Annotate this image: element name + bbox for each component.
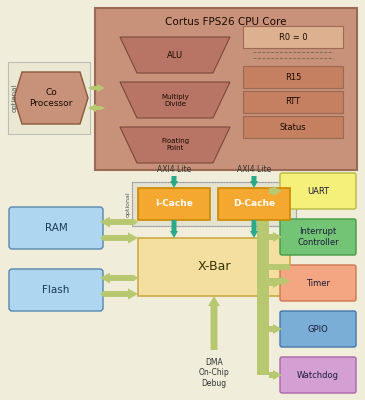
Text: I-Cache: I-Cache bbox=[155, 200, 193, 208]
Text: Flash: Flash bbox=[42, 285, 70, 295]
FancyBboxPatch shape bbox=[280, 219, 356, 255]
Text: optional: optional bbox=[12, 84, 18, 112]
Polygon shape bbox=[100, 232, 138, 244]
Text: X-Bar: X-Bar bbox=[197, 260, 231, 274]
FancyBboxPatch shape bbox=[280, 357, 356, 393]
Text: Floating
Point: Floating Point bbox=[161, 138, 189, 152]
Text: Watchdog: Watchdog bbox=[297, 370, 339, 380]
Text: Interrupt
Controller: Interrupt Controller bbox=[297, 227, 339, 247]
Polygon shape bbox=[88, 104, 105, 112]
Bar bbox=[243, 26, 343, 48]
Polygon shape bbox=[120, 82, 230, 118]
FancyBboxPatch shape bbox=[280, 265, 356, 301]
Polygon shape bbox=[208, 296, 220, 350]
Text: Status: Status bbox=[280, 122, 306, 132]
Text: Co
Processor: Co Processor bbox=[29, 88, 73, 108]
FancyBboxPatch shape bbox=[9, 269, 103, 311]
Polygon shape bbox=[120, 127, 230, 163]
Text: D-Cache: D-Cache bbox=[233, 200, 275, 208]
Bar bbox=[243, 116, 343, 138]
Bar bbox=[132, 182, 296, 226]
Text: R0 = 0: R0 = 0 bbox=[279, 32, 307, 42]
FancyBboxPatch shape bbox=[280, 311, 356, 347]
Polygon shape bbox=[269, 278, 282, 288]
Text: RAM: RAM bbox=[45, 223, 68, 233]
Text: optional: optional bbox=[126, 191, 131, 217]
FancyBboxPatch shape bbox=[9, 207, 103, 249]
Polygon shape bbox=[100, 288, 138, 300]
Text: ALU: ALU bbox=[167, 50, 183, 60]
Text: UART: UART bbox=[307, 186, 329, 196]
Bar bbox=[132, 182, 296, 226]
Polygon shape bbox=[170, 176, 178, 188]
FancyBboxPatch shape bbox=[280, 173, 356, 209]
Polygon shape bbox=[88, 84, 105, 92]
Bar bbox=[243, 66, 343, 88]
Bar bbox=[218, 188, 290, 220]
Bar bbox=[257, 191, 269, 375]
Polygon shape bbox=[100, 216, 138, 228]
Bar bbox=[8, 62, 90, 134]
Text: Multiply
Divide: Multiply Divide bbox=[161, 94, 189, 106]
Polygon shape bbox=[100, 272, 138, 284]
Polygon shape bbox=[250, 220, 258, 238]
Text: GPIO: GPIO bbox=[308, 324, 328, 334]
Text: Cortus FPS26 CPU Core: Cortus FPS26 CPU Core bbox=[165, 17, 287, 27]
Text: DMA
On-Chip
Debug: DMA On-Chip Debug bbox=[199, 358, 229, 388]
Polygon shape bbox=[14, 72, 88, 124]
Polygon shape bbox=[269, 324, 282, 334]
Text: RTT: RTT bbox=[285, 98, 300, 106]
Polygon shape bbox=[120, 37, 230, 73]
Polygon shape bbox=[269, 186, 282, 196]
Text: AXI4 Lite: AXI4 Lite bbox=[157, 166, 191, 174]
Bar bbox=[138, 188, 210, 220]
Polygon shape bbox=[269, 370, 282, 380]
Text: Timer: Timer bbox=[306, 278, 330, 288]
Text: R15: R15 bbox=[285, 72, 301, 82]
Bar bbox=[138, 238, 290, 296]
Bar bbox=[243, 91, 343, 113]
Text: AXI4 Lite: AXI4 Lite bbox=[237, 166, 271, 174]
Polygon shape bbox=[257, 262, 290, 272]
Polygon shape bbox=[170, 220, 178, 238]
Polygon shape bbox=[269, 232, 282, 242]
Polygon shape bbox=[250, 176, 258, 188]
Bar bbox=[95, 8, 357, 170]
Polygon shape bbox=[257, 276, 290, 286]
